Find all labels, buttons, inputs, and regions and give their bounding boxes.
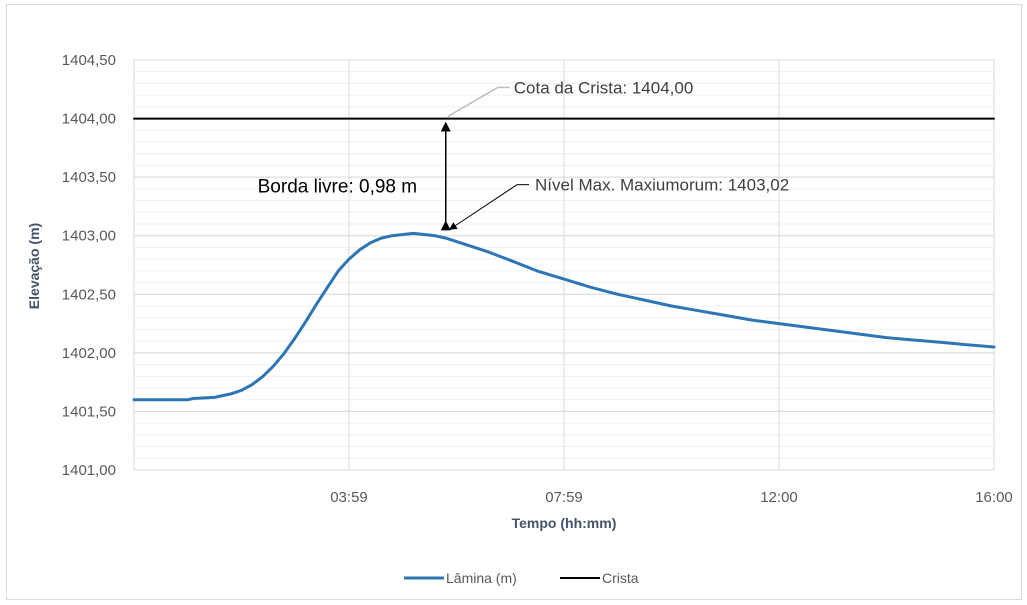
- max-leader-arrow: [448, 184, 518, 230]
- x-axis-ticks: 03:59 07:59 12:00 16:00: [330, 489, 1013, 506]
- x-tick-label: 03:59: [330, 489, 368, 506]
- y-tick-label: 1403,50: [62, 169, 116, 186]
- crest-leader-line: [447, 86, 499, 118]
- y-tick-label: 1402,00: [62, 345, 116, 362]
- chart-frame: [6, 4, 1022, 600]
- series-line-lamina: [132, 231, 996, 402]
- y-tick-label: 1403,00: [62, 228, 116, 245]
- y-axis-ticks: 1401,00 1401,50 1402,00 1402,50 1403,00 1403,…: [62, 52, 116, 479]
- legend-entry: Lâmina (m): [446, 570, 517, 586]
- y-tick-label: 1404,00: [62, 111, 116, 128]
- crest-label: Cota da Crista: 1404,00: [514, 78, 694, 97]
- max-label: Nível Max. Maxiumorum: 1403,02: [535, 176, 789, 195]
- y-tick-label: 1404,50: [62, 52, 116, 69]
- annotations: Cota da Crista: 1404,00 Nível Max. Maxium…: [258, 78, 789, 231]
- y-tick-label: 1401,50: [62, 403, 116, 420]
- x-tick-label: 12:00: [760, 489, 798, 506]
- y-tick-label: 1402,50: [62, 286, 116, 303]
- y-axis-title: Elevação (m): [26, 223, 42, 309]
- x-axis-title: Tempo (hh:mm): [512, 515, 617, 531]
- legend: Lâmina (m) Crista: [404, 570, 639, 586]
- series-group: [132, 117, 996, 402]
- x-tick-label: 07:59: [545, 489, 583, 506]
- y-tick-label: 1401,00: [62, 462, 116, 479]
- legend-entry: Crista: [602, 570, 639, 586]
- gridlines: [133, 59, 995, 471]
- x-tick-label: 16:00: [975, 489, 1013, 506]
- freeboard-label: Borda livre: 0,98 m: [258, 176, 417, 197]
